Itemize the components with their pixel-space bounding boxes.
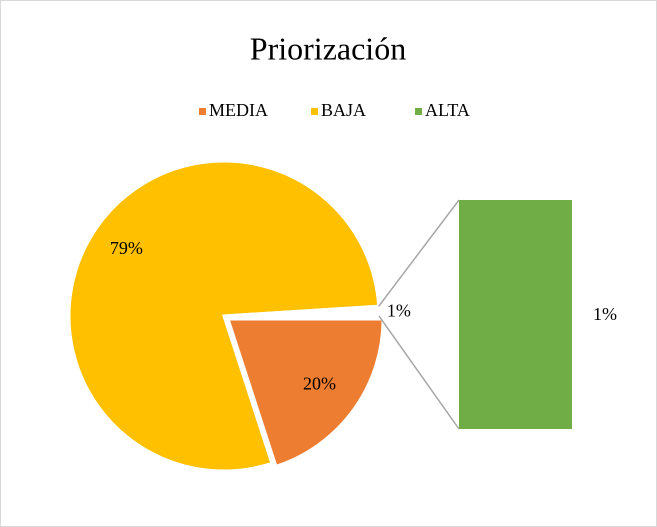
connector [378,315,460,430]
legend-swatch [311,108,318,115]
chart-title: Priorización [250,30,406,66]
connector [378,199,460,307]
pie-slice [225,317,385,469]
data-label: 1% [593,304,617,324]
legend-swatch [199,108,206,115]
legend-label: MEDIA [209,100,268,120]
data-label: 20% [303,373,336,393]
legend-label: BAJA [321,100,366,120]
pie-slice-other [223,304,381,318]
bar [459,200,572,429]
data-label: 79% [110,238,143,258]
pie-slice [67,159,381,473]
data-label: 1% [387,301,411,321]
legend-swatch [415,108,422,115]
legend-label: ALTA [425,100,470,120]
